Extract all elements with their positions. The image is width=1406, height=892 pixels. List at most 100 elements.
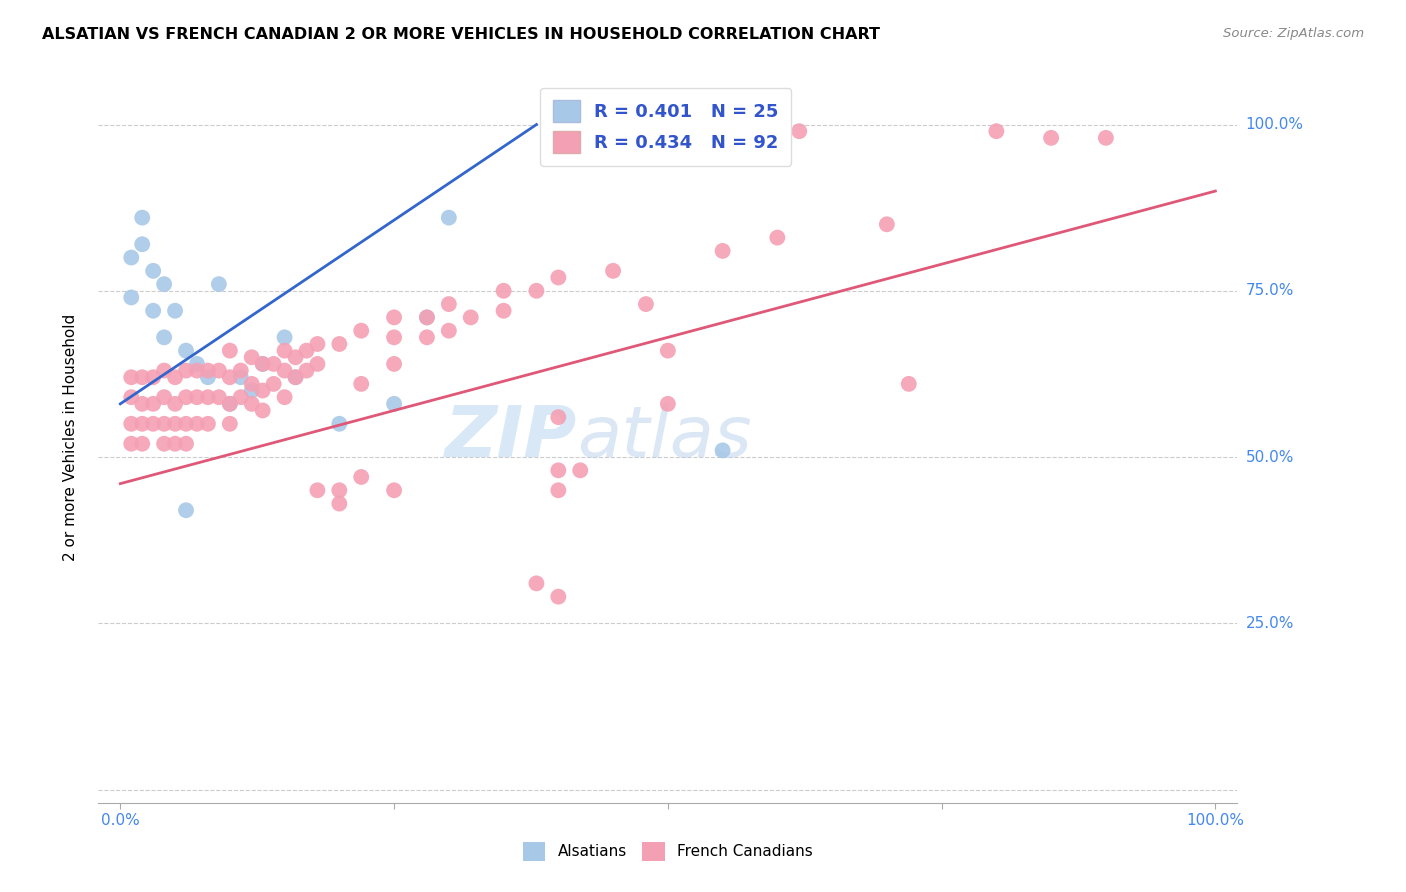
Point [437,324,460,338]
Point [350,376,373,391]
Legend: Alsatians, French Canadians: Alsatians, French Canadians [515,834,821,868]
Point [153,277,176,292]
Point [218,343,240,358]
Point [657,397,679,411]
Point [252,384,274,398]
Point [174,343,197,358]
Point [120,290,142,304]
Point [208,390,231,404]
Point [131,370,153,384]
Point [437,211,460,225]
Point [634,297,657,311]
Point [547,463,569,477]
Point [165,370,187,384]
Point [263,376,285,391]
Point [382,330,405,344]
Point [240,376,263,391]
Point [120,417,142,431]
Point [307,483,329,498]
Point [657,343,679,358]
Point [876,217,898,231]
Point [208,277,231,292]
Point [174,390,197,404]
Point [240,351,263,365]
Point [547,483,569,498]
Point [131,211,153,225]
Point [307,357,329,371]
Point [350,324,373,338]
Point [416,330,439,344]
Point [131,237,153,252]
Point [273,390,295,404]
Point [526,284,548,298]
Point [240,384,263,398]
Point [165,397,187,411]
Point [328,337,350,351]
Point [328,417,350,431]
Point [120,370,142,384]
Point [229,363,252,377]
Point [240,397,263,411]
Point [416,310,439,325]
Point [174,363,197,377]
Point [382,397,405,411]
Point [142,370,165,384]
Point [897,376,920,391]
Point [1095,131,1118,145]
Point [416,310,439,325]
Text: atlas: atlas [576,402,751,472]
Point [273,363,295,377]
Point [153,363,176,377]
Point [218,397,240,411]
Point [382,357,405,371]
Point [766,230,789,244]
Point [263,357,285,371]
Point [547,590,569,604]
Point [186,390,208,404]
Point [492,303,515,318]
Point [165,417,187,431]
Point [602,264,624,278]
Point [328,483,350,498]
Text: ZIP: ZIP [444,402,576,472]
Point [197,370,219,384]
Point [307,337,329,351]
Point [186,363,208,377]
Point [131,436,153,450]
Text: 100.0%: 100.0% [1246,117,1303,132]
Text: 25.0%: 25.0% [1246,615,1294,631]
Point [492,284,515,298]
Point [208,363,231,377]
Point [986,124,1008,138]
Point [284,370,307,384]
Point [1040,131,1063,145]
Point [328,497,350,511]
Point [174,417,197,431]
Point [120,251,142,265]
Point [197,390,219,404]
Point [120,390,142,404]
Point [197,417,219,431]
Point [711,443,734,458]
Point [197,363,219,377]
Point [526,576,548,591]
Point [131,397,153,411]
Point [131,417,153,431]
Point [153,390,176,404]
Point [165,303,187,318]
Point [174,503,197,517]
Point [350,470,373,484]
Text: Source: ZipAtlas.com: Source: ZipAtlas.com [1223,27,1364,40]
Point [186,357,208,371]
Point [382,483,405,498]
Point [460,310,482,325]
Point [547,270,569,285]
Text: 50.0%: 50.0% [1246,450,1294,465]
Text: ALSATIAN VS FRENCH CANADIAN 2 OR MORE VEHICLES IN HOUSEHOLD CORRELATION CHART: ALSATIAN VS FRENCH CANADIAN 2 OR MORE VE… [42,27,880,42]
Point [295,363,318,377]
Point [284,351,307,365]
Point [153,417,176,431]
Point [569,463,592,477]
Point [547,410,569,425]
Point [153,436,176,450]
